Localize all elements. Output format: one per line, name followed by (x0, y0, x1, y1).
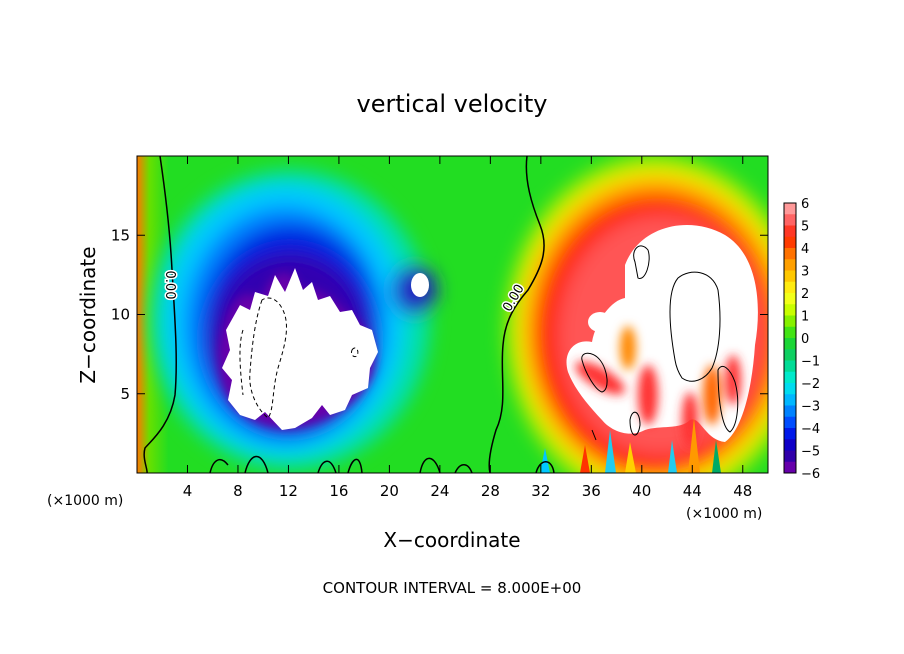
colorbar-swatch (784, 428, 796, 440)
contour-interval-note: CONTOUR INTERVAL = 8.000E+00 (323, 579, 582, 597)
chart-title: vertical velocity (357, 90, 548, 118)
x-axis-label: X−coordinate (383, 528, 520, 552)
colorbar-tick-label: −2 (801, 377, 820, 392)
x-axis-ticks: 4 8 12 16 20 24 28 32 36 40 44 48 (183, 156, 752, 500)
updraft-contours (581, 245, 739, 441)
x-tick-label: 12 (279, 482, 298, 500)
colorbar-tick-label: 5 (801, 220, 809, 235)
colorbar-swatch (784, 439, 796, 451)
colorbar-swatch (784, 236, 796, 249)
colorbar-swatch (784, 450, 796, 463)
colorbar-swatch (784, 461, 796, 474)
contour-label-left: 0.00 (162, 271, 177, 300)
x-tick-label: 48 (733, 482, 752, 500)
y-axis-ticks: 5 10 15 (111, 226, 768, 403)
colorbar-tick-label: 3 (801, 265, 809, 280)
colorbar-swatch (784, 225, 796, 238)
colorbar-frame (783, 202, 797, 474)
boundary-streaks (540, 418, 721, 473)
colorbar-tick-label: 4 (801, 242, 809, 257)
x-tick-label: 8 (233, 482, 243, 500)
colorbar-tick-label: 2 (801, 287, 809, 302)
updraft-inner-bands (575, 326, 741, 448)
colorbar-swatch (784, 214, 796, 226)
colorbar-tick-label: −1 (801, 355, 820, 370)
colorbar-swatch (784, 248, 796, 260)
colorbar-swatch (784, 371, 796, 384)
colorbar-tick-label: 1 (801, 310, 809, 325)
negative-contours (239, 297, 359, 419)
x-tick-label: 40 (632, 482, 651, 500)
x-tick-label: 28 (481, 482, 500, 500)
colorbar-swatch (784, 315, 796, 328)
x-tick-label: 44 (683, 482, 702, 500)
colorbar-swatch (784, 360, 796, 373)
colorbar-swatch (784, 281, 796, 294)
colorbar-swatch (784, 326, 796, 339)
colorbar: 6 5 4 3 2 1 0 −1 −2 −3 −4 −5 −6 (783, 197, 820, 482)
x-tick-label: 24 (430, 482, 449, 500)
colorbar-tick-label: −3 (801, 400, 820, 415)
colorbar-tick-label: 0 (801, 332, 809, 347)
downdraft-saturated (222, 268, 378, 430)
colorbar-swatch (784, 259, 796, 271)
x-tick-label: 36 (582, 482, 601, 500)
x-tick-label: 32 (531, 482, 550, 500)
y-tick-label: 5 (120, 385, 130, 403)
colorbar-tick-label: −4 (801, 422, 820, 437)
colorbar-tick-label: −5 (801, 445, 820, 460)
colorbar-swatch (784, 394, 796, 406)
colorbar-swatch (784, 405, 796, 418)
x-tick-label: 20 (380, 482, 399, 500)
colorbar-swatch (784, 383, 796, 395)
x-tick-label: 16 (329, 482, 348, 500)
x-tick-label: 4 (183, 482, 193, 500)
updraft-spot (588, 312, 612, 332)
colorbar-swatch (784, 293, 796, 305)
colorbar-swatch (784, 416, 796, 429)
y-axis-label: Z−coordinate (76, 246, 100, 383)
y-tick-label: 10 (111, 306, 130, 324)
x-unit-label-left: (×1000 m) (47, 493, 123, 509)
downdraft-spot (411, 273, 429, 297)
zero-contours (143, 156, 555, 473)
colorbar-swatch (784, 338, 796, 350)
colorbar-tick-label: −6 (801, 467, 820, 482)
colorbar-swatch (784, 270, 796, 283)
plot-area: 0.00 0.00 (137, 156, 768, 473)
colorbar-swatch (784, 203, 796, 215)
colorbar-swatch (784, 304, 796, 316)
colorbar-tick-label: 6 (801, 197, 809, 212)
y-tick-label: 15 (111, 226, 130, 244)
colorbar-swatch (784, 349, 796, 361)
x-unit-label-right: (×1000 m) (686, 506, 762, 522)
